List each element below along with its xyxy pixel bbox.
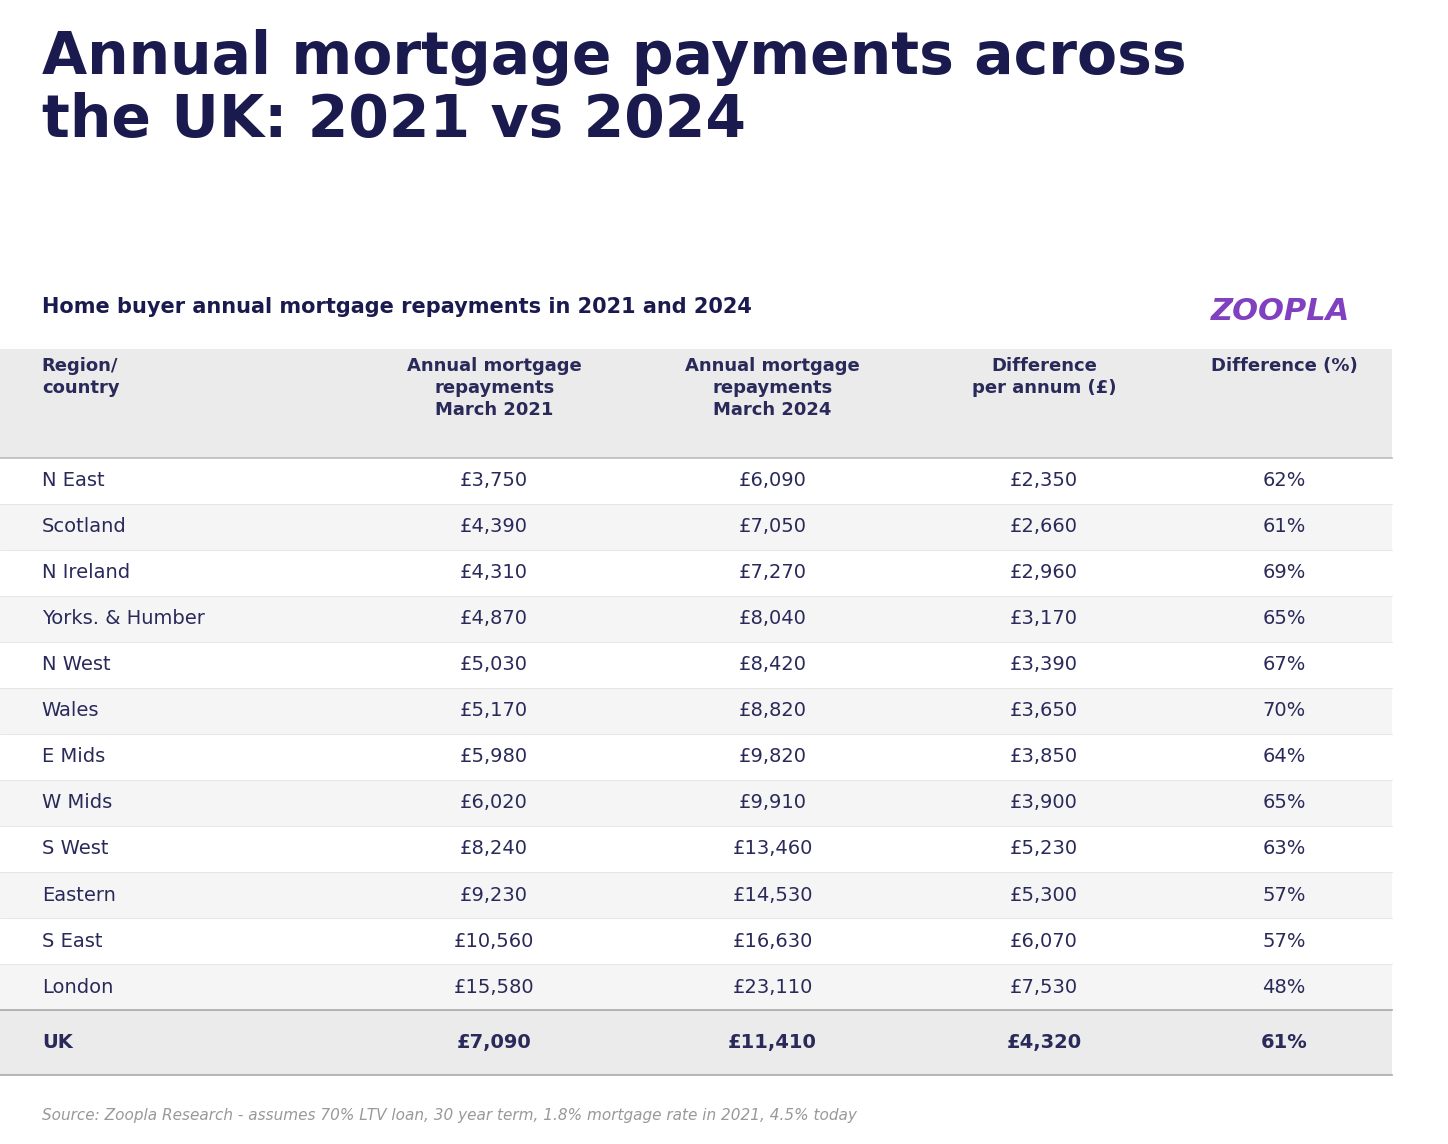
Text: £4,310: £4,310 <box>460 563 529 582</box>
Text: £5,030: £5,030 <box>460 656 529 674</box>
Text: £5,300: £5,300 <box>1009 885 1077 905</box>
Text: 65%: 65% <box>1263 610 1306 628</box>
Text: Difference (%): Difference (%) <box>1211 357 1357 375</box>
Text: £3,750: £3,750 <box>460 471 529 490</box>
Bar <box>0 596 1392 642</box>
Text: £2,350: £2,350 <box>1009 471 1077 490</box>
Text: 67%: 67% <box>1263 656 1306 674</box>
Text: £3,900: £3,900 <box>1011 794 1077 812</box>
Text: Eastern: Eastern <box>42 885 116 905</box>
Bar <box>0 917 1392 964</box>
Text: £8,040: £8,040 <box>738 610 807 628</box>
Text: 65%: 65% <box>1263 794 1306 812</box>
Text: £2,660: £2,660 <box>1009 517 1077 537</box>
Text: Annual mortgage
repayments
March 2021: Annual mortgage repayments March 2021 <box>407 357 582 420</box>
Text: £7,090: £7,090 <box>456 1033 531 1052</box>
Text: 62%: 62% <box>1263 471 1306 490</box>
Text: £7,530: £7,530 <box>1009 978 1077 996</box>
Bar <box>0 872 1392 917</box>
Bar <box>0 349 1392 458</box>
Text: Wales: Wales <box>42 701 100 721</box>
Text: £7,050: £7,050 <box>738 517 807 537</box>
Text: 57%: 57% <box>1263 931 1306 951</box>
Text: Scotland: Scotland <box>42 517 126 537</box>
Text: 69%: 69% <box>1263 563 1306 582</box>
Text: 63%: 63% <box>1263 840 1306 858</box>
Bar <box>0 964 1392 1010</box>
Text: Region/
country: Region/ country <box>42 357 119 397</box>
Text: £3,850: £3,850 <box>1009 747 1077 766</box>
Text: £2,960: £2,960 <box>1009 563 1077 582</box>
Bar <box>0 550 1392 596</box>
Text: London: London <box>42 978 113 996</box>
Bar <box>0 503 1392 550</box>
Text: N Ireland: N Ireland <box>42 563 130 582</box>
Text: E Mids: E Mids <box>42 747 106 766</box>
Text: N West: N West <box>42 656 110 674</box>
Bar <box>0 688 1392 734</box>
Text: S East: S East <box>42 931 103 951</box>
Text: Yorks. & Humber: Yorks. & Humber <box>42 610 204 628</box>
Text: £16,630: £16,630 <box>733 931 812 951</box>
Text: £6,070: £6,070 <box>1011 931 1077 951</box>
Text: £6,090: £6,090 <box>738 471 807 490</box>
Text: £5,170: £5,170 <box>460 701 529 721</box>
Bar <box>0 780 1392 826</box>
Text: ZOOPLA: ZOOPLA <box>1211 297 1350 326</box>
Text: UK: UK <box>42 1033 72 1052</box>
Bar <box>0 458 1392 503</box>
Text: £5,230: £5,230 <box>1009 840 1077 858</box>
Text: N East: N East <box>42 471 104 490</box>
Bar <box>0 1010 1392 1075</box>
Bar <box>0 826 1392 872</box>
Text: 64%: 64% <box>1263 747 1306 766</box>
Text: £6,020: £6,020 <box>460 794 529 812</box>
Text: £9,910: £9,910 <box>738 794 807 812</box>
Text: 57%: 57% <box>1263 885 1306 905</box>
Text: £13,460: £13,460 <box>733 840 812 858</box>
Text: £3,170: £3,170 <box>1009 610 1077 628</box>
Text: £15,580: £15,580 <box>453 978 534 996</box>
Text: £4,320: £4,320 <box>1006 1033 1082 1052</box>
Text: £14,530: £14,530 <box>733 885 812 905</box>
Text: £11,410: £11,410 <box>728 1033 817 1052</box>
Text: £4,870: £4,870 <box>460 610 529 628</box>
Text: £7,270: £7,270 <box>738 563 807 582</box>
Text: Annual mortgage payments across
the UK: 2021 vs 2024: Annual mortgage payments across the UK: … <box>42 29 1186 150</box>
Text: Difference
per annum (£): Difference per annum (£) <box>972 357 1116 397</box>
Text: £8,240: £8,240 <box>460 840 529 858</box>
Bar <box>0 642 1392 688</box>
Text: £9,230: £9,230 <box>460 885 529 905</box>
Text: £9,820: £9,820 <box>738 747 807 766</box>
Bar <box>0 734 1392 780</box>
Text: 70%: 70% <box>1263 701 1306 721</box>
Text: £4,390: £4,390 <box>460 517 529 537</box>
Text: S West: S West <box>42 840 109 858</box>
Text: £5,980: £5,980 <box>460 747 529 766</box>
Text: £3,650: £3,650 <box>1009 701 1077 721</box>
Text: £8,420: £8,420 <box>738 656 807 674</box>
Text: £10,560: £10,560 <box>453 931 534 951</box>
Text: 61%: 61% <box>1263 517 1306 537</box>
Text: 61%: 61% <box>1261 1033 1308 1052</box>
Text: Source: Zoopla Research - assumes 70% LTV loan, 30 year term, 1.8% mortgage rate: Source: Zoopla Research - assumes 70% LT… <box>42 1109 857 1123</box>
Text: £3,390: £3,390 <box>1009 656 1077 674</box>
Text: Annual mortgage
repayments
March 2024: Annual mortgage repayments March 2024 <box>685 357 860 420</box>
Text: Home buyer annual mortgage repayments in 2021 and 2024: Home buyer annual mortgage repayments in… <box>42 297 752 317</box>
Text: 48%: 48% <box>1263 978 1306 996</box>
Text: W Mids: W Mids <box>42 794 111 812</box>
Text: £8,820: £8,820 <box>738 701 807 721</box>
Text: £23,110: £23,110 <box>733 978 812 996</box>
